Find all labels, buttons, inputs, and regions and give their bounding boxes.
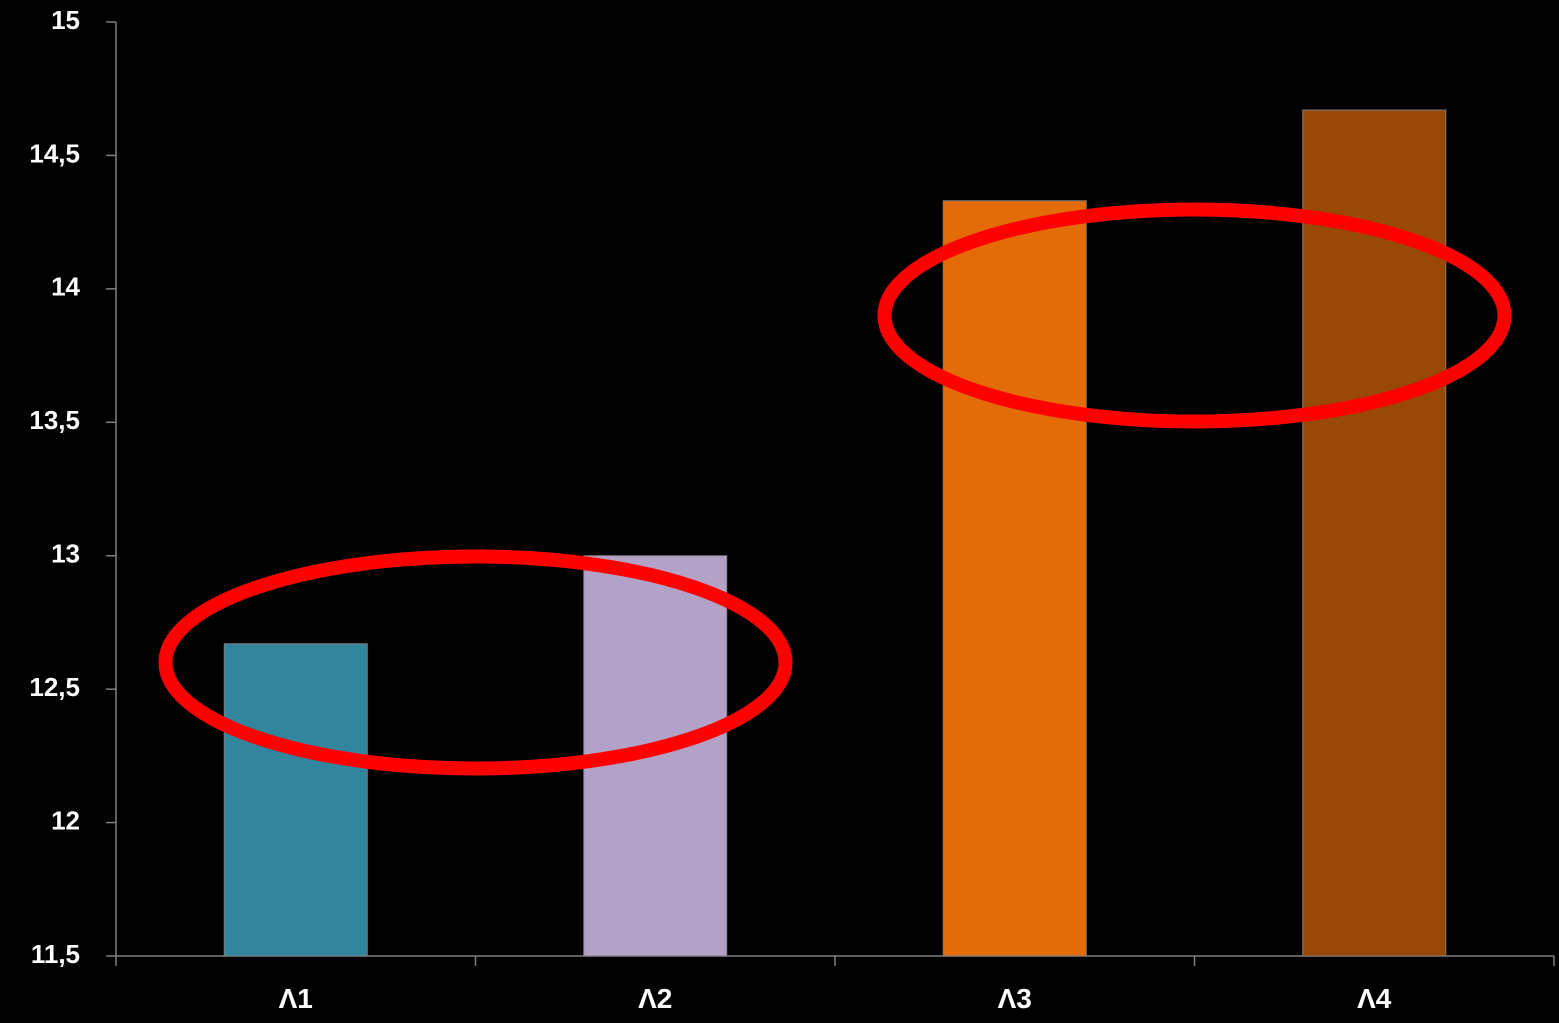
bars (223, 109, 1447, 957)
bar-4 (1302, 109, 1447, 957)
x-category-label: Λ3 (998, 983, 1032, 1014)
x-category-label: Λ1 (279, 983, 313, 1014)
y-tick-label: 14,5 (29, 138, 80, 168)
labels: 11,5 12 12,5 13 13,5 14 14,5 15 Λ1 Λ2 Λ3 Λ4 (29, 5, 1391, 1014)
annotations (158, 202, 1512, 776)
y-tick-label: 12,5 (29, 672, 80, 702)
x-category-label: Λ2 (638, 983, 672, 1014)
y-tick-label: 15 (51, 5, 80, 35)
y-tick-label: 12 (51, 805, 80, 835)
bar-1 (223, 643, 368, 957)
x-category-label: Λ4 (1357, 983, 1392, 1014)
highlight-ellipse-1 (158, 549, 793, 776)
y-tick-label: 14 (51, 272, 80, 302)
y-tick-label: 13 (51, 539, 80, 569)
bar-3 (942, 200, 1087, 957)
highlight-ellipse-2 (877, 202, 1512, 429)
y-tick-label: 11,5 (31, 939, 80, 969)
y-tick-label: 13,5 (29, 405, 80, 435)
